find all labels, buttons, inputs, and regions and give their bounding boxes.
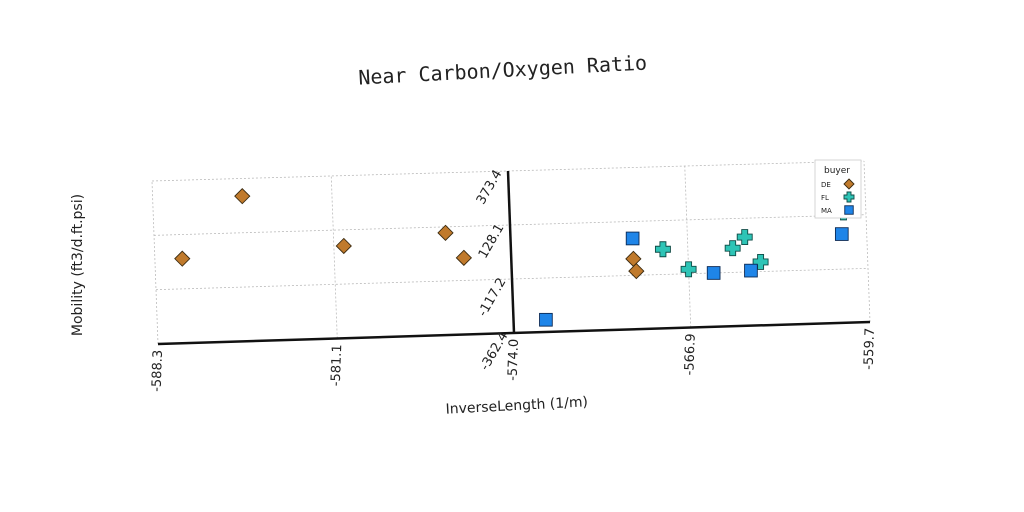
legend-title: buyer	[824, 166, 850, 176]
data-point-ma	[539, 312, 553, 327]
legend: buyer DE FL MA	[814, 159, 862, 219]
x-tick-label: -581.1	[329, 344, 345, 386]
x-gridline	[330, 175, 338, 339]
legend-marker-de	[843, 178, 855, 190]
data-point-fl	[752, 254, 769, 270]
legend-marker-fl	[843, 191, 855, 203]
legend-label-de: DE	[821, 181, 831, 189]
data-point-ma	[834, 227, 849, 241]
data-point-ma	[625, 231, 640, 246]
data-point-de	[234, 187, 251, 205]
y-axis-label: Mobility (ft3/d.ft.psi)	[70, 194, 86, 336]
data-point-fl	[736, 229, 753, 246]
data-point-de	[625, 250, 642, 267]
chart-title: Near Carbon/Oxygen Ratio	[358, 50, 648, 89]
data-point-de	[437, 224, 454, 241]
x-tick-label: -574.0	[506, 339, 522, 381]
x-tick-label: -559.7	[862, 328, 878, 370]
data-point-de	[174, 250, 191, 267]
x-gridline	[151, 180, 159, 345]
x-gridline	[863, 160, 871, 323]
x-tick-label: -566.9	[682, 333, 698, 375]
data-point-ma	[744, 263, 758, 278]
y-tick-label: 128.1	[476, 222, 508, 262]
x-tick-label: -588.3	[150, 350, 166, 392]
y-tick-label: -117.2	[476, 276, 510, 320]
x-axis-label: InverseLength (1/m)	[445, 394, 588, 417]
legend-label-ma: MA	[821, 207, 832, 215]
data-point-de	[335, 237, 352, 255]
data-point-fl	[680, 261, 697, 278]
y-axis-line	[506, 170, 516, 334]
x-gridline	[684, 166, 692, 328]
data-point-fl	[724, 240, 741, 257]
legend-label-fl: FL	[821, 194, 829, 202]
data-point-fl	[654, 241, 671, 258]
data-point-ma	[706, 266, 721, 280]
plot-area: -588.3 -581.1 -574.0 -566.9 -559.7-362.4-117…	[150, 160, 878, 392]
data-point-de	[628, 262, 645, 280]
legend-marker-ma	[844, 205, 854, 215]
y-tick-label: 373.4	[474, 168, 506, 208]
data-point-de	[455, 249, 473, 267]
